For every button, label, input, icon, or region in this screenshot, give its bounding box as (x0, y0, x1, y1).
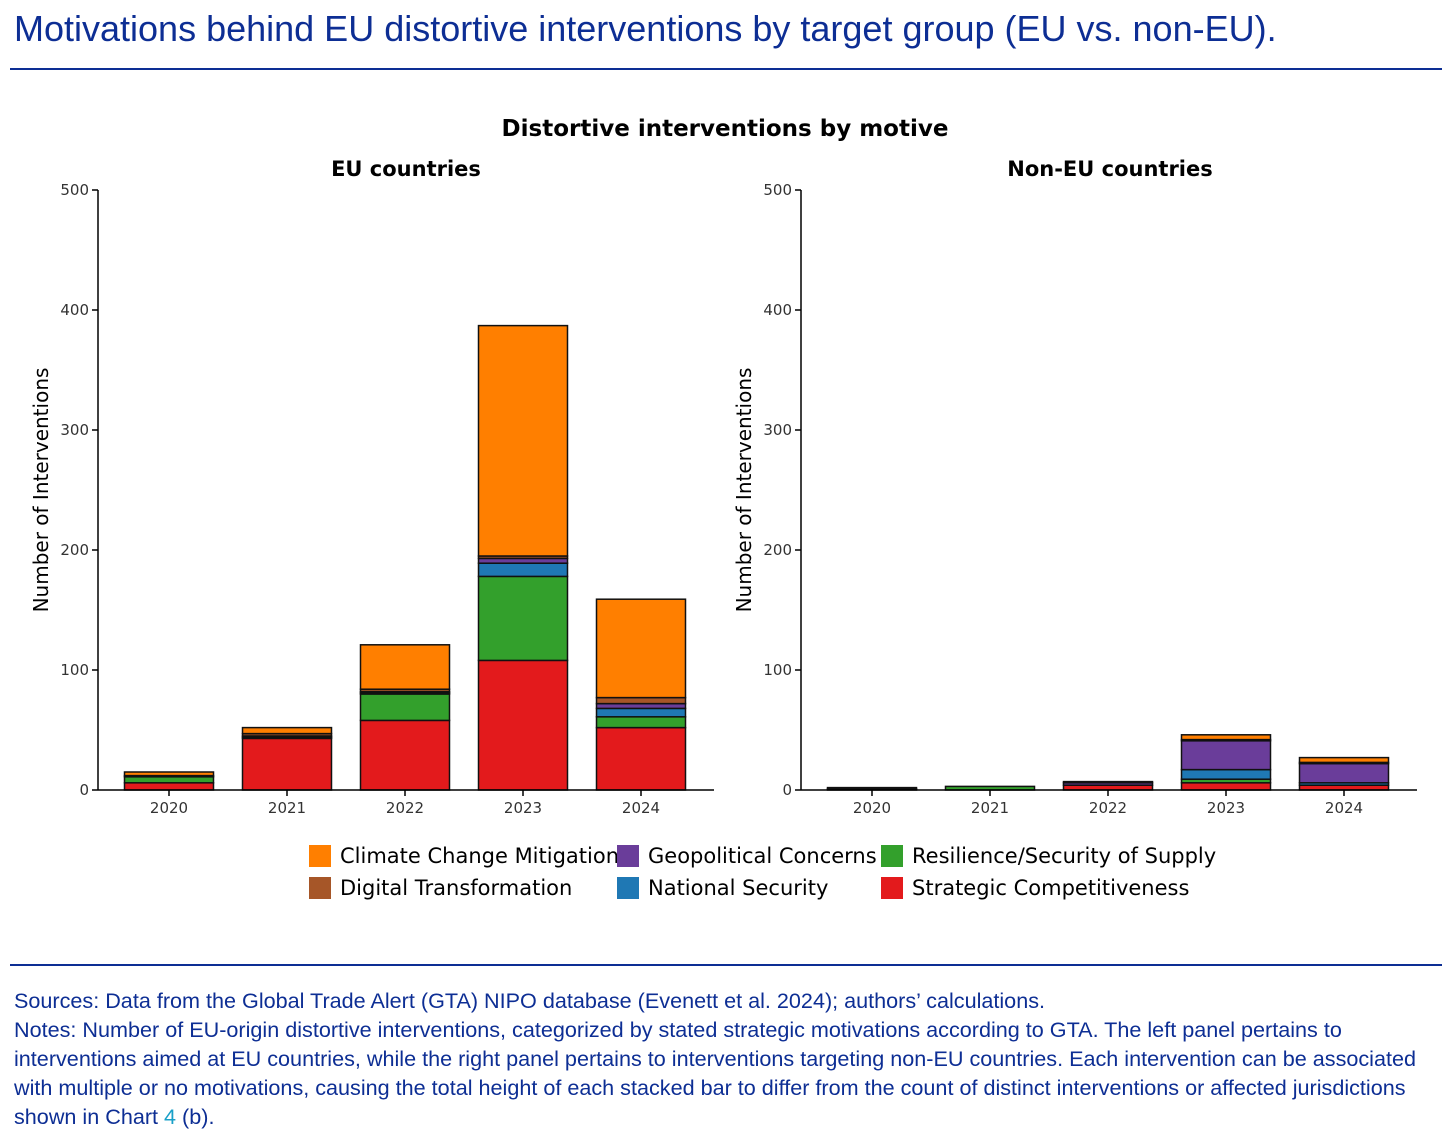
x-tick-label: 2021 (268, 799, 306, 817)
legend-label-digital: Digital Transformation (340, 876, 572, 900)
bar-segment-resilience-security-of-supply-2020 (123, 776, 215, 784)
bar-segment-climate-change-mitigation-2020 (123, 771, 215, 777)
bar-segment-climate-change-mitigation-2020 (826, 786, 918, 790)
x-ticks-eu: 2020 2021 2022 2023 2024 (150, 790, 660, 817)
bar-segment-geopolitical-concerns-2024 (1298, 762, 1390, 784)
panel-non-eu: Non-EU countries Number of Interventions… (732, 157, 1417, 817)
bar-segment-digital-transformation-2022 (1062, 780, 1154, 784)
legend-item-strategic: Strategic Competitiveness (881, 876, 1189, 900)
legend-label-strategic: Strategic Competitiveness (912, 876, 1189, 900)
bar-segment-climate-change-mitigation-2023 (477, 324, 569, 557)
bar-segment-strategic-competitiveness-2020 (123, 782, 215, 791)
y-ticks-non-eu: 0 100 200 300 400 500 (763, 181, 801, 799)
title-divider (10, 68, 1442, 70)
x-tick-label: 2024 (1325, 799, 1363, 817)
legend-label-geopolitical: Geopolitical Concerns (648, 844, 877, 868)
y-tick-label: 500 (763, 181, 792, 199)
page-title: Motivations behind EU distortive interve… (14, 8, 1277, 49)
notes-text: Notes: Number of EU-origin distortive in… (14, 1017, 1416, 1129)
bars-non-eu (826, 734, 1390, 791)
y-tick-label: 100 (763, 661, 792, 679)
x-tick-label: 2020 (150, 799, 188, 817)
notes-end: (b). (176, 1104, 215, 1129)
legend-label-resilience: Resilience/Security of Supply (912, 844, 1216, 868)
y-axis-label-non-eu: Number of Interventions (732, 368, 756, 613)
bar-segment-strategic-competitiveness-2023 (1180, 782, 1272, 791)
bar-segment-national-security-2023 (477, 562, 569, 578)
bar-segment-resilience-security-of-supply-2023 (477, 575, 569, 662)
y-tick-label: 200 (763, 541, 792, 559)
bar-segment-resilience-security-of-supply-2024 (595, 716, 687, 729)
chart-reference-link[interactable]: 4 (164, 1104, 177, 1129)
y-tick-label: 0 (782, 781, 792, 799)
legend-item-geopolitical: Geopolitical Concerns (617, 844, 877, 868)
bar-segment-strategic-competitiveness-2022 (359, 719, 451, 791)
bar-segment-resilience-security-of-supply-2022 (359, 693, 451, 722)
legend-swatch-geopolitical (617, 845, 639, 867)
legend-item-digital: Digital Transformation (309, 876, 572, 900)
x-tick-label: 2023 (504, 799, 542, 817)
legend-swatch-digital (309, 877, 331, 899)
footer-notes: Sources: Data from the Global Trade Aler… (14, 986, 1434, 1131)
x-tick-label: 2023 (1207, 799, 1245, 817)
y-tick-label: 200 (60, 541, 89, 559)
chart-title: Distortive interventions by motive (502, 116, 949, 142)
legend-swatch-resilience (881, 845, 903, 867)
stacked-bar-chart: Distortive interventions by motive EU co… (29, 116, 1417, 900)
y-tick-label: 300 (60, 421, 89, 439)
legend-swatch-climate (309, 845, 331, 867)
legend-item-national-security: National Security (617, 876, 828, 900)
x-tick-label: 2022 (1089, 799, 1127, 817)
legend: Climate Change Mitigation Geopolitical C… (309, 844, 1216, 900)
bar-segment-climate-change-mitigation-2024 (595, 598, 687, 699)
bar-segment-strategic-competitiveness-2024 (595, 726, 687, 791)
bar-segment-strategic-competitiveness-2023 (477, 659, 569, 791)
x-ticks-non-eu: 2020 2021 2022 2023 2024 (853, 790, 1363, 817)
y-tick-label: 500 (60, 181, 89, 199)
legend-swatch-national-security (617, 877, 639, 899)
x-tick-label: 2022 (386, 799, 424, 817)
panel-eu: EU countries Number of Interventions 0 10… (29, 157, 714, 817)
y-tick-label: 400 (60, 301, 89, 319)
legend-item-resilience: Resilience/Security of Supply (881, 844, 1216, 868)
bars-eu (123, 324, 687, 791)
bar-segment-digital-transformation-2024 (595, 696, 687, 705)
y-tick-label: 300 (763, 421, 792, 439)
bar-segment-climate-change-mitigation-2024 (1298, 756, 1390, 764)
legend-label-national-security: National Security (648, 876, 828, 900)
panel-title-eu: EU countries (331, 157, 481, 181)
x-tick-label: 2021 (971, 799, 1009, 817)
y-tick-label: 400 (763, 301, 792, 319)
bar-segment-geopolitical-concerns-2023 (1180, 740, 1272, 771)
bar-segment-climate-change-mitigation-2022 (359, 644, 451, 690)
panel-title-non-eu: Non-EU countries (1007, 157, 1213, 181)
notes-paragraph: Notes: Number of EU-origin distortive in… (14, 1015, 1434, 1131)
x-tick-label: 2020 (853, 799, 891, 817)
bar-segment-national-security-2023 (1180, 768, 1272, 780)
sources-line: Sources: Data from the Global Trade Aler… (14, 988, 1045, 1013)
footer-divider (10, 964, 1442, 966)
legend-label-climate: Climate Change Mitigation (340, 844, 619, 868)
y-tick-label: 0 (79, 781, 89, 799)
y-ticks-eu: 0 100 200 300 400 500 (60, 181, 98, 799)
y-axis-label-eu: Number of Interventions (29, 368, 53, 613)
legend-item-climate: Climate Change Mitigation (309, 844, 619, 868)
legend-swatch-strategic (881, 877, 903, 899)
x-tick-label: 2024 (622, 799, 660, 817)
bar-segment-national-security-2024 (595, 707, 687, 718)
bar-segment-climate-change-mitigation-2021 (241, 726, 333, 735)
bar-segment-climate-change-mitigation-2023 (1180, 734, 1272, 741)
bar-segment-strategic-competitiveness-2021 (241, 737, 333, 791)
y-tick-label: 100 (60, 661, 89, 679)
